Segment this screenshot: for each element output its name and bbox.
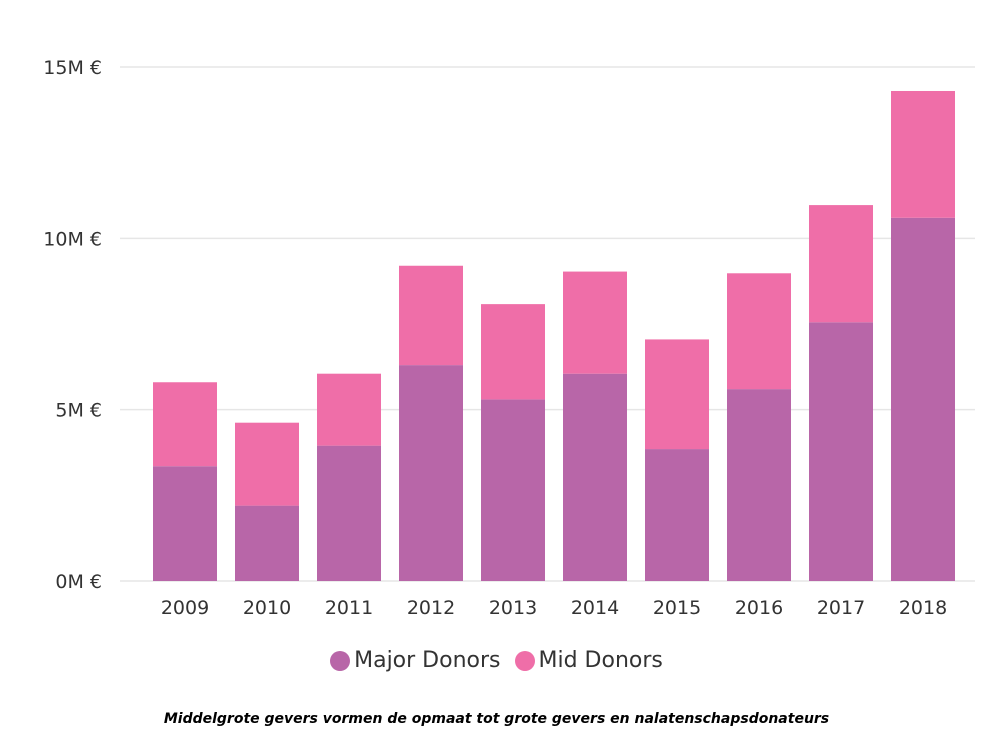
- legend-label-major-donors: Major Donors: [354, 648, 501, 673]
- x-tick-label: 2016: [735, 597, 783, 619]
- bar-major-donors-2018[interactable]: [891, 217, 955, 582]
- x-tick-label: 2013: [489, 597, 537, 619]
- bar-major-donors-2009[interactable]: [153, 466, 217, 581]
- bar-major-donors-2010[interactable]: [235, 505, 299, 581]
- bar-mid-donors-2013[interactable]: [481, 304, 545, 400]
- legend-dot-mid-donors: [514, 650, 535, 671]
- legend-dot-major-donors: [330, 650, 351, 671]
- y-tick-label: 0M €: [55, 571, 102, 593]
- y-axis-labels: 0M € 5M € 10M € 15M €: [43, 57, 102, 593]
- bar-major-donors-2017[interactable]: [809, 322, 873, 581]
- bar-major-donors-2011[interactable]: [317, 445, 381, 581]
- x-tick-label: 2009: [161, 597, 209, 619]
- chart-caption: Middelgrote gevers vormen de opmaat tot …: [163, 711, 830, 727]
- x-tick-label: 2011: [325, 597, 373, 619]
- y-tick-label: 10M €: [43, 228, 102, 250]
- bar-mid-donors-2015[interactable]: [645, 339, 709, 450]
- x-tick-label: 2018: [899, 597, 947, 619]
- legend-item-mid-donors[interactable]: Mid Donors: [514, 648, 663, 673]
- x-tick-label: 2015: [653, 597, 701, 619]
- legend-item-major-donors[interactable]: Major Donors: [330, 648, 501, 673]
- legend-label-mid-donors: Mid Donors: [538, 648, 663, 673]
- bar-major-donors-2012[interactable]: [399, 365, 463, 581]
- bar-major-donors-2016[interactable]: [727, 389, 791, 581]
- legend[interactable]: Major Donors Mid Donors: [0, 648, 993, 673]
- stacked-bar-chart: 0M €5M €10M €15M € 2009 2010 2011 2012 2013 2…: [43, 57, 975, 619]
- x-tick-label: 2014: [571, 597, 619, 619]
- bar-mid-donors-2011[interactable]: [317, 373, 381, 446]
- x-tick-label: 2010: [243, 597, 291, 619]
- bar-mid-donors-2016[interactable]: [727, 273, 791, 390]
- x-tick-label: 2012: [407, 597, 455, 619]
- x-axis-labels: 2009 2010 2011 2012 2013 2014 2015 2016 2017 2018: [161, 597, 947, 619]
- bar-mid-donors-2012[interactable]: [399, 265, 463, 366]
- x-tick-label: 2017: [817, 597, 865, 619]
- bar-mid-donors-2009[interactable]: [153, 382, 217, 467]
- bar-major-donors-2013[interactable]: [481, 399, 545, 581]
- y-tick-label: 5M €: [55, 400, 102, 422]
- bar-major-donors-2015[interactable]: [645, 449, 709, 581]
- y-tick-label: 15M €: [43, 57, 102, 79]
- bars: [153, 90, 955, 582]
- bar-mid-donors-2010[interactable]: [235, 422, 299, 506]
- bar-major-donors-2014[interactable]: [563, 373, 627, 581]
- bar-mid-donors-2018[interactable]: [891, 90, 955, 218]
- bar-mid-donors-2017[interactable]: [809, 205, 873, 323]
- bar-mid-donors-2014[interactable]: [563, 271, 627, 374]
